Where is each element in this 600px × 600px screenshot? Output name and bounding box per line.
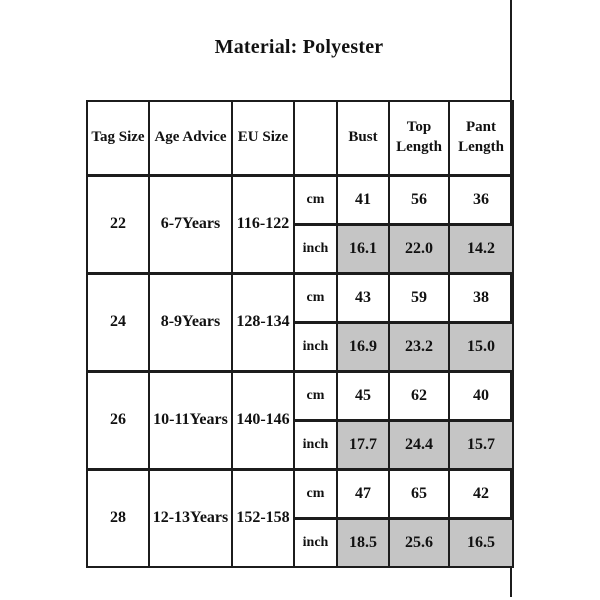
col-header-eu-size: EU Size <box>231 100 295 176</box>
cell-top-length-inch: 23.2 <box>388 320 450 372</box>
cell-eu-size: 152-158 <box>231 467 295 568</box>
table-row-28-cm: 28 12-13Years 152-158 cm 47 65 42 <box>86 467 514 568</box>
cell-pant-length-cm: 36 <box>448 173 514 225</box>
cell-top-length-cm: 65 <box>388 467 450 519</box>
unit-label-inch: inch <box>293 320 338 372</box>
unit-label-cm: cm <box>293 369 338 421</box>
table-row-24-inch: inch 16.9 23.2 15.0 <box>87 320 514 372</box>
table-row-24-cm: 24 8-9Years 128-134 cm 43 59 38 <box>86 271 514 372</box>
cell-pant-length-inch: 14.2 <box>448 222 514 274</box>
page-title: Material: Polyester <box>214 35 384 58</box>
unit-label-inch: inch <box>293 418 338 470</box>
cell-eu-size: 116-122 <box>231 173 295 274</box>
col-header-unit <box>293 100 338 176</box>
col-header-top-length: Top Length <box>388 100 450 176</box>
col-header-age-advice: Age Advice <box>148 100 233 176</box>
cell-pant-length-cm: 40 <box>448 369 514 421</box>
cell-pant-length-cm: 42 <box>448 467 514 519</box>
cell-bust-inch: 16.1 <box>336 222 390 274</box>
cell-bust-cm: 47 <box>336 467 390 519</box>
cell-pant-length-inch: 15.7 <box>448 418 514 470</box>
cell-bust-cm: 41 <box>336 173 390 225</box>
cell-bust-cm: 45 <box>336 369 390 421</box>
unit-label-cm: cm <box>293 173 338 225</box>
cell-pant-length-cm: 38 <box>448 271 514 323</box>
unit-label-cm: cm <box>293 467 338 519</box>
unit-label-inch: inch <box>293 222 338 274</box>
cell-eu-size: 140-146 <box>231 369 295 470</box>
cell-pant-length-inch: 15.0 <box>448 320 514 372</box>
table-row-26-cm: 26 10-11Years 140-146 cm 45 62 40 <box>86 369 514 470</box>
cell-eu-size: 128-134 <box>231 271 295 372</box>
table-row-22-inch: inch 16.1 22.0 14.2 <box>87 222 514 274</box>
header-row: Tag Size Age Advice EU Size Bust Top Len… <box>86 100 514 176</box>
cell-bust-inch: 18.5 <box>336 516 390 568</box>
cell-tag-size: 28 <box>86 467 150 568</box>
cell-age-advice: 12-13Years <box>148 467 233 568</box>
cell-age-advice: 8-9Years <box>148 271 233 372</box>
table-row-26-inch: inch 17.7 24.4 15.7 <box>87 418 514 470</box>
cell-top-length-cm: 59 <box>388 271 450 323</box>
cell-tag-size: 22 <box>86 173 150 274</box>
cell-pant-length-inch: 16.5 <box>448 516 514 568</box>
cell-top-length-inch: 24.4 <box>388 418 450 470</box>
table-row-28-inch: inch 18.5 25.6 16.5 <box>87 516 514 568</box>
cell-age-advice: 10-11Years <box>148 369 233 470</box>
cell-bust-cm: 43 <box>336 271 390 323</box>
col-header-bust: Bust <box>336 100 390 176</box>
unit-label-cm: cm <box>293 271 338 323</box>
cell-bust-inch: 17.7 <box>336 418 390 470</box>
cell-tag-size: 24 <box>86 271 150 372</box>
cell-top-length-inch: 22.0 <box>388 222 450 274</box>
cell-tag-size: 26 <box>86 369 150 470</box>
col-header-pant-length: Pant Length <box>448 100 514 176</box>
cell-top-length-cm: 62 <box>388 369 450 421</box>
cell-bust-inch: 16.9 <box>336 320 390 372</box>
cell-age-advice: 6-7Years <box>148 173 233 274</box>
col-header-tag-size: Tag Size <box>86 100 150 176</box>
cell-top-length-inch: 25.6 <box>388 516 450 568</box>
table-row-22-cm: 22 6-7Years 116-122 cm 41 56 36 <box>86 173 514 274</box>
cell-top-length-cm: 56 <box>388 173 450 225</box>
unit-label-inch: inch <box>293 516 338 568</box>
size-chart-table: Tag Size Age Advice EU Size Bust Top Len… <box>86 100 514 568</box>
